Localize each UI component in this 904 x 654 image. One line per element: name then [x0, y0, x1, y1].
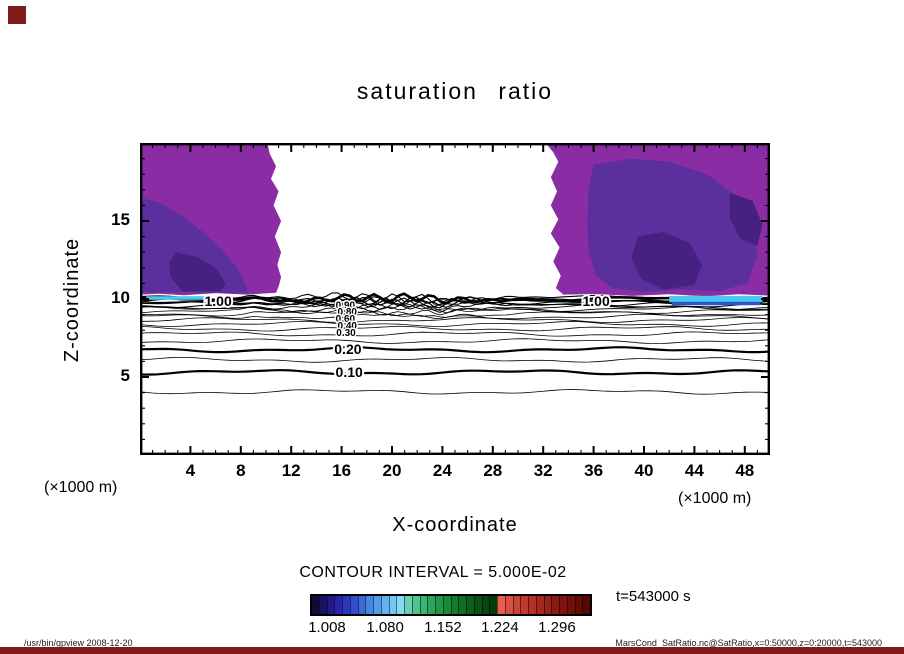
colorbar-stripe: [357, 596, 366, 614]
contour-label: 1.00: [204, 293, 231, 309]
colorbar-stripe: [543, 596, 552, 614]
axis-unit-right: (×1000 m): [678, 490, 752, 507]
x-tick-label: 32: [533, 461, 553, 480]
footer-command: /usr/bin/gpview 2008-12-20: [24, 638, 133, 648]
colorbar-tick-label: 1.296: [538, 619, 576, 636]
axis-unit-left: (×1000 m): [44, 479, 118, 496]
contour-label: 0.10: [336, 364, 363, 380]
colorbar-stripe: [559, 596, 567, 614]
colorbar-stripe: [520, 596, 528, 614]
colorbar-stripe: [458, 596, 466, 614]
colorbar-stripe: [342, 596, 350, 614]
colorbar-tick-label: 1.152: [424, 619, 462, 636]
colorbar-stripe: [497, 596, 505, 614]
colorbar-stripe: [489, 596, 497, 614]
z-tick-label: 5: [120, 366, 130, 385]
colorbar-stripe: [442, 596, 451, 614]
colorbar-tick-label: 1.008: [308, 619, 346, 636]
x-axis-label: X-coordinate: [392, 514, 518, 536]
time-label: t=543000 s: [616, 588, 691, 605]
colorbar-stripe: [427, 596, 435, 614]
x-tick-label: 16: [332, 461, 352, 480]
colorbar-stripe: [528, 596, 536, 614]
window-bottom-bar: [0, 647, 904, 654]
contour-label: 0.40: [338, 321, 358, 332]
colorbar-stripe: [512, 596, 521, 614]
x-tick-label: 48: [735, 461, 755, 480]
contour-label: 1.00: [582, 293, 609, 309]
colorbar-stripe: [582, 596, 590, 614]
colorbar-stripe: [365, 596, 373, 614]
colorbar-stripe: [318, 596, 327, 614]
x-tick-label: 4: [185, 461, 196, 480]
colorbar: [310, 594, 592, 616]
z-tick-label: 10: [111, 288, 130, 307]
contour-label: 0.60: [336, 314, 356, 325]
contour-label: 0.90: [336, 301, 356, 312]
x-tick-label: 24: [432, 461, 452, 480]
y-axis-label: Z-coordinate: [61, 237, 83, 363]
chart-title: saturation ratio: [356, 78, 554, 104]
colorbar-stripe: [334, 596, 342, 614]
x-tick-label: 44: [684, 461, 704, 480]
colorbar-stripe: [566, 596, 575, 614]
x-tick-label: 12: [281, 461, 301, 480]
colorbar-stripe: [312, 596, 319, 614]
x-tick-label: 36: [584, 461, 604, 480]
contour-label: 0.30: [336, 328, 356, 339]
colorbar-stripe: [326, 596, 335, 614]
colorbar-stripe: [466, 596, 474, 614]
colorbar-stripe: [450, 596, 459, 614]
colorbar-stripe: [481, 596, 490, 614]
x-tick-label: 40: [634, 461, 654, 480]
colorbar-stripe: [380, 596, 389, 614]
colorbar-stripe: [473, 596, 482, 614]
colorbar-stripe: [388, 596, 397, 614]
colorbar-tick-label: 1.224: [481, 619, 519, 636]
colorbar-stripe: [504, 596, 513, 614]
x-tick-label: 8: [236, 461, 246, 480]
z-tick-label: 15: [111, 210, 130, 229]
contour-plot: 1.00 1.00 0.900.800.600.400.30 0.20 0.10: [140, 143, 770, 456]
colorbar-stripe: [535, 596, 544, 614]
contour-interval-label: CONTOUR INTERVAL = 5.000E-02: [299, 564, 567, 581]
colorbar-stripe: [435, 596, 443, 614]
colorbar-stripe: [574, 596, 583, 614]
footer-dataset: MarsCond_SatRatio.nc@SatRatio,x=0:50000,…: [615, 638, 882, 648]
colorbar-stripe: [373, 596, 381, 614]
contour-label: 0.20: [334, 341, 361, 357]
x-tick-label: 20: [382, 461, 402, 480]
colorbar-stripe: [551, 596, 559, 614]
window-corner-marker: [8, 6, 26, 24]
colorbar-stripe: [404, 596, 412, 614]
contour-label: 0.80: [338, 307, 358, 318]
colorbar-stripe: [411, 596, 420, 614]
colorbar-tick-label: 1.080: [366, 619, 404, 636]
colorbar-stripe: [349, 596, 358, 614]
x-tick-label: 28: [483, 461, 503, 480]
colorbar-stripe: [396, 596, 404, 614]
colorbar-stripe: [419, 596, 428, 614]
